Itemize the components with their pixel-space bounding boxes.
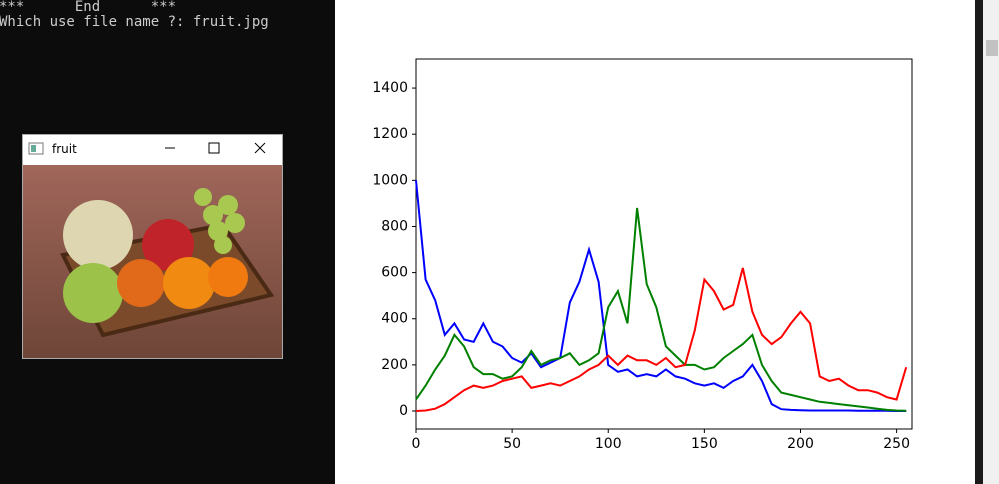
scrollbar[interactable] <box>983 0 999 484</box>
y-tick-label: 200 <box>381 357 408 373</box>
series-line <box>415 180 907 412</box>
x-tick-label: 250 <box>883 436 910 452</box>
y-tick-label: 600 <box>381 265 408 281</box>
y-tick-label: 1400 <box>372 80 408 96</box>
plot-frame <box>415 58 913 430</box>
x-tick-label: 200 <box>787 436 814 452</box>
console-line: Which use file name ?: fruit.jpg <box>0 14 269 30</box>
y-tick-label: 800 <box>381 218 408 234</box>
x-tick-label: 150 <box>691 436 718 452</box>
image-window: fruit <box>22 134 283 359</box>
x-tick-label: 0 <box>412 436 421 452</box>
y-tick-label: 0 <box>399 403 408 419</box>
window-title: fruit <box>52 142 77 156</box>
scrollbar-thumb[interactable] <box>986 40 998 56</box>
x-tick-label: 100 <box>595 436 622 452</box>
console-line: *** End *** <box>0 0 177 15</box>
y-tick-label: 1200 <box>372 126 408 142</box>
x-tick-label: 50 <box>503 436 521 452</box>
series-line <box>415 267 908 412</box>
y-tick-label: 400 <box>381 311 408 327</box>
border <box>975 0 983 484</box>
chart: 0 200 400 600 800 1000 1200 1400 0 50 100 150 200 250 <box>372 58 913 452</box>
window-chrome <box>23 142 282 358</box>
series-line <box>415 207 907 412</box>
y-tick-label: 1000 <box>372 172 408 188</box>
